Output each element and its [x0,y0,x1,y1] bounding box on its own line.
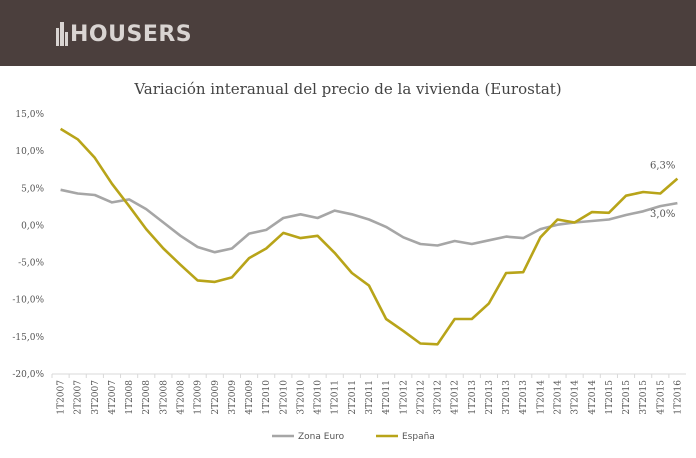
x-tick-label: 4T2008 [177,380,187,415]
x-tick-label: 1T2008 [125,380,135,415]
x-tick-label: 1T2007 [57,380,67,415]
legend-label: Zona Euro [298,432,345,442]
x-tick-label: 1T2014 [536,380,546,415]
y-tick-label: 0,0% [21,221,44,231]
building-logo-icon [56,22,68,46]
y-tick-label: -10,0% [12,296,44,306]
x-tick-label: 4T2007 [108,380,118,415]
y-tick-label: 10,0% [15,147,44,157]
y-tick-label: -15,0% [12,333,44,343]
x-tick-label: 3T2009 [228,380,238,415]
x-tick-label: 4T2011 [382,380,392,415]
x-tick-label: 1T2011 [331,380,341,415]
end-value-label: 6,3% [650,161,675,172]
x-tick-label: 2T2010 [279,380,289,415]
x-tick-label: 3T2015 [639,380,649,415]
x-tick-label: 2T2011 [348,380,358,415]
brand-name: HOUSERS [70,21,193,47]
x-tick-label: 1T2012 [399,380,409,415]
x-tick-label: 3T2013 [502,380,512,415]
y-tick-label: -20,0% [12,370,44,380]
x-tick-label: 2T2014 [553,380,563,415]
x-tick-label: 1T2015 [605,380,615,415]
x-tick-label: 1T2013 [468,380,478,415]
x-tick-label: 3T2008 [159,380,169,415]
brand-header: HOUSERS [0,0,696,66]
series-line-españa [59,127,679,346]
x-tick-label: 1T2009 [194,380,204,415]
x-tick-label: 4T2013 [519,380,529,415]
y-tick-label: 5,0% [21,184,44,194]
x-tick-label: 2T2012 [416,380,426,415]
x-tick-label: 2T2008 [142,380,152,415]
y-tick-label: 15,0% [15,110,44,120]
x-tick-label: 4T2012 [451,380,461,415]
x-tick-label: 2T2009 [211,380,221,415]
series-line-zona-euro [60,188,678,254]
x-tick-label: 4T2014 [588,380,598,415]
chart-area: Variación interanual del precio de la vi… [0,66,696,454]
houzers-logo[interactable]: HOUSERS [56,20,192,48]
x-tick-label: 2T2015 [622,380,632,415]
chart-title: Variación interanual del precio de la vi… [133,80,561,98]
x-tick-label: 3T2014 [571,380,581,415]
x-tick-label: 1T2010 [262,380,272,415]
x-tick-label: 3T2007 [91,380,101,415]
x-tick-label: 3T2010 [296,380,306,415]
x-tick-label: 1T2016 [673,380,683,415]
y-tick-label: -5,0% [18,259,44,269]
series-layer [59,127,679,346]
line-chart: Variación interanual del precio de la vi… [12,80,686,442]
x-tick-label: 3T2011 [365,380,375,415]
x-tick-label: 4T2009 [245,380,255,415]
x-tick-label: 4T2015 [656,380,666,415]
annotation-layer: 6,3% 3,0% [650,161,675,221]
x-tick-label: 2T2007 [74,380,84,415]
y-axis: 15,0% 10,0% 5,0% 0,0% -5,0% -10,0% -15,0% -20,0… [12,110,44,380]
x-tick-label: 4T2010 [314,380,324,415]
legend: Zona Euro España [272,432,435,442]
x-tick-label: 3T2012 [434,380,444,415]
legend-label: España [402,432,435,442]
x-axis: 1T2007 2T2007 3T2007 4T2007 1T2008 2T2008 3T20… [51,373,686,415]
x-tick-label: 2T2013 [485,380,495,415]
end-value-label: 3,0% [650,209,675,220]
